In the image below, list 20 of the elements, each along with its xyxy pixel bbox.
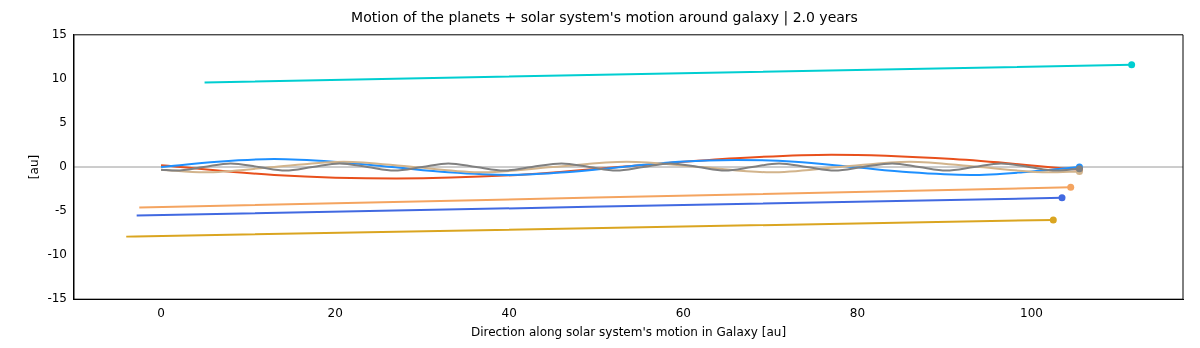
x-tick-label: 0	[157, 305, 165, 320]
point	[1128, 61, 1136, 69]
x-axis-title: Direction along solar system's motion in Galaxy [au]	[470, 324, 787, 339]
y-tick-label: -10	[47, 247, 67, 262]
y-tick-label: -5	[55, 203, 67, 218]
y-tick-label: 0	[59, 159, 67, 174]
x-tick-label: 100	[1020, 305, 1043, 320]
x-tick-label: 40	[501, 305, 517, 320]
y-tick-label: 15	[51, 26, 67, 41]
x-tick-label: 80	[849, 305, 866, 320]
x-tick-label: 20	[327, 305, 343, 320]
chart-title: Motion of the planets + solar system's motion around galaxy | 2.0 years	[351, 9, 858, 27]
y-axis-title: [au]	[27, 154, 42, 180]
x-tick-label: 60	[675, 305, 691, 320]
y-tick-label: 10	[51, 70, 67, 85]
point	[1067, 183, 1075, 191]
y-tick-label: 5	[59, 115, 67, 130]
point	[1058, 194, 1066, 202]
point	[1049, 216, 1057, 224]
y-tick-label: -15	[47, 291, 67, 306]
